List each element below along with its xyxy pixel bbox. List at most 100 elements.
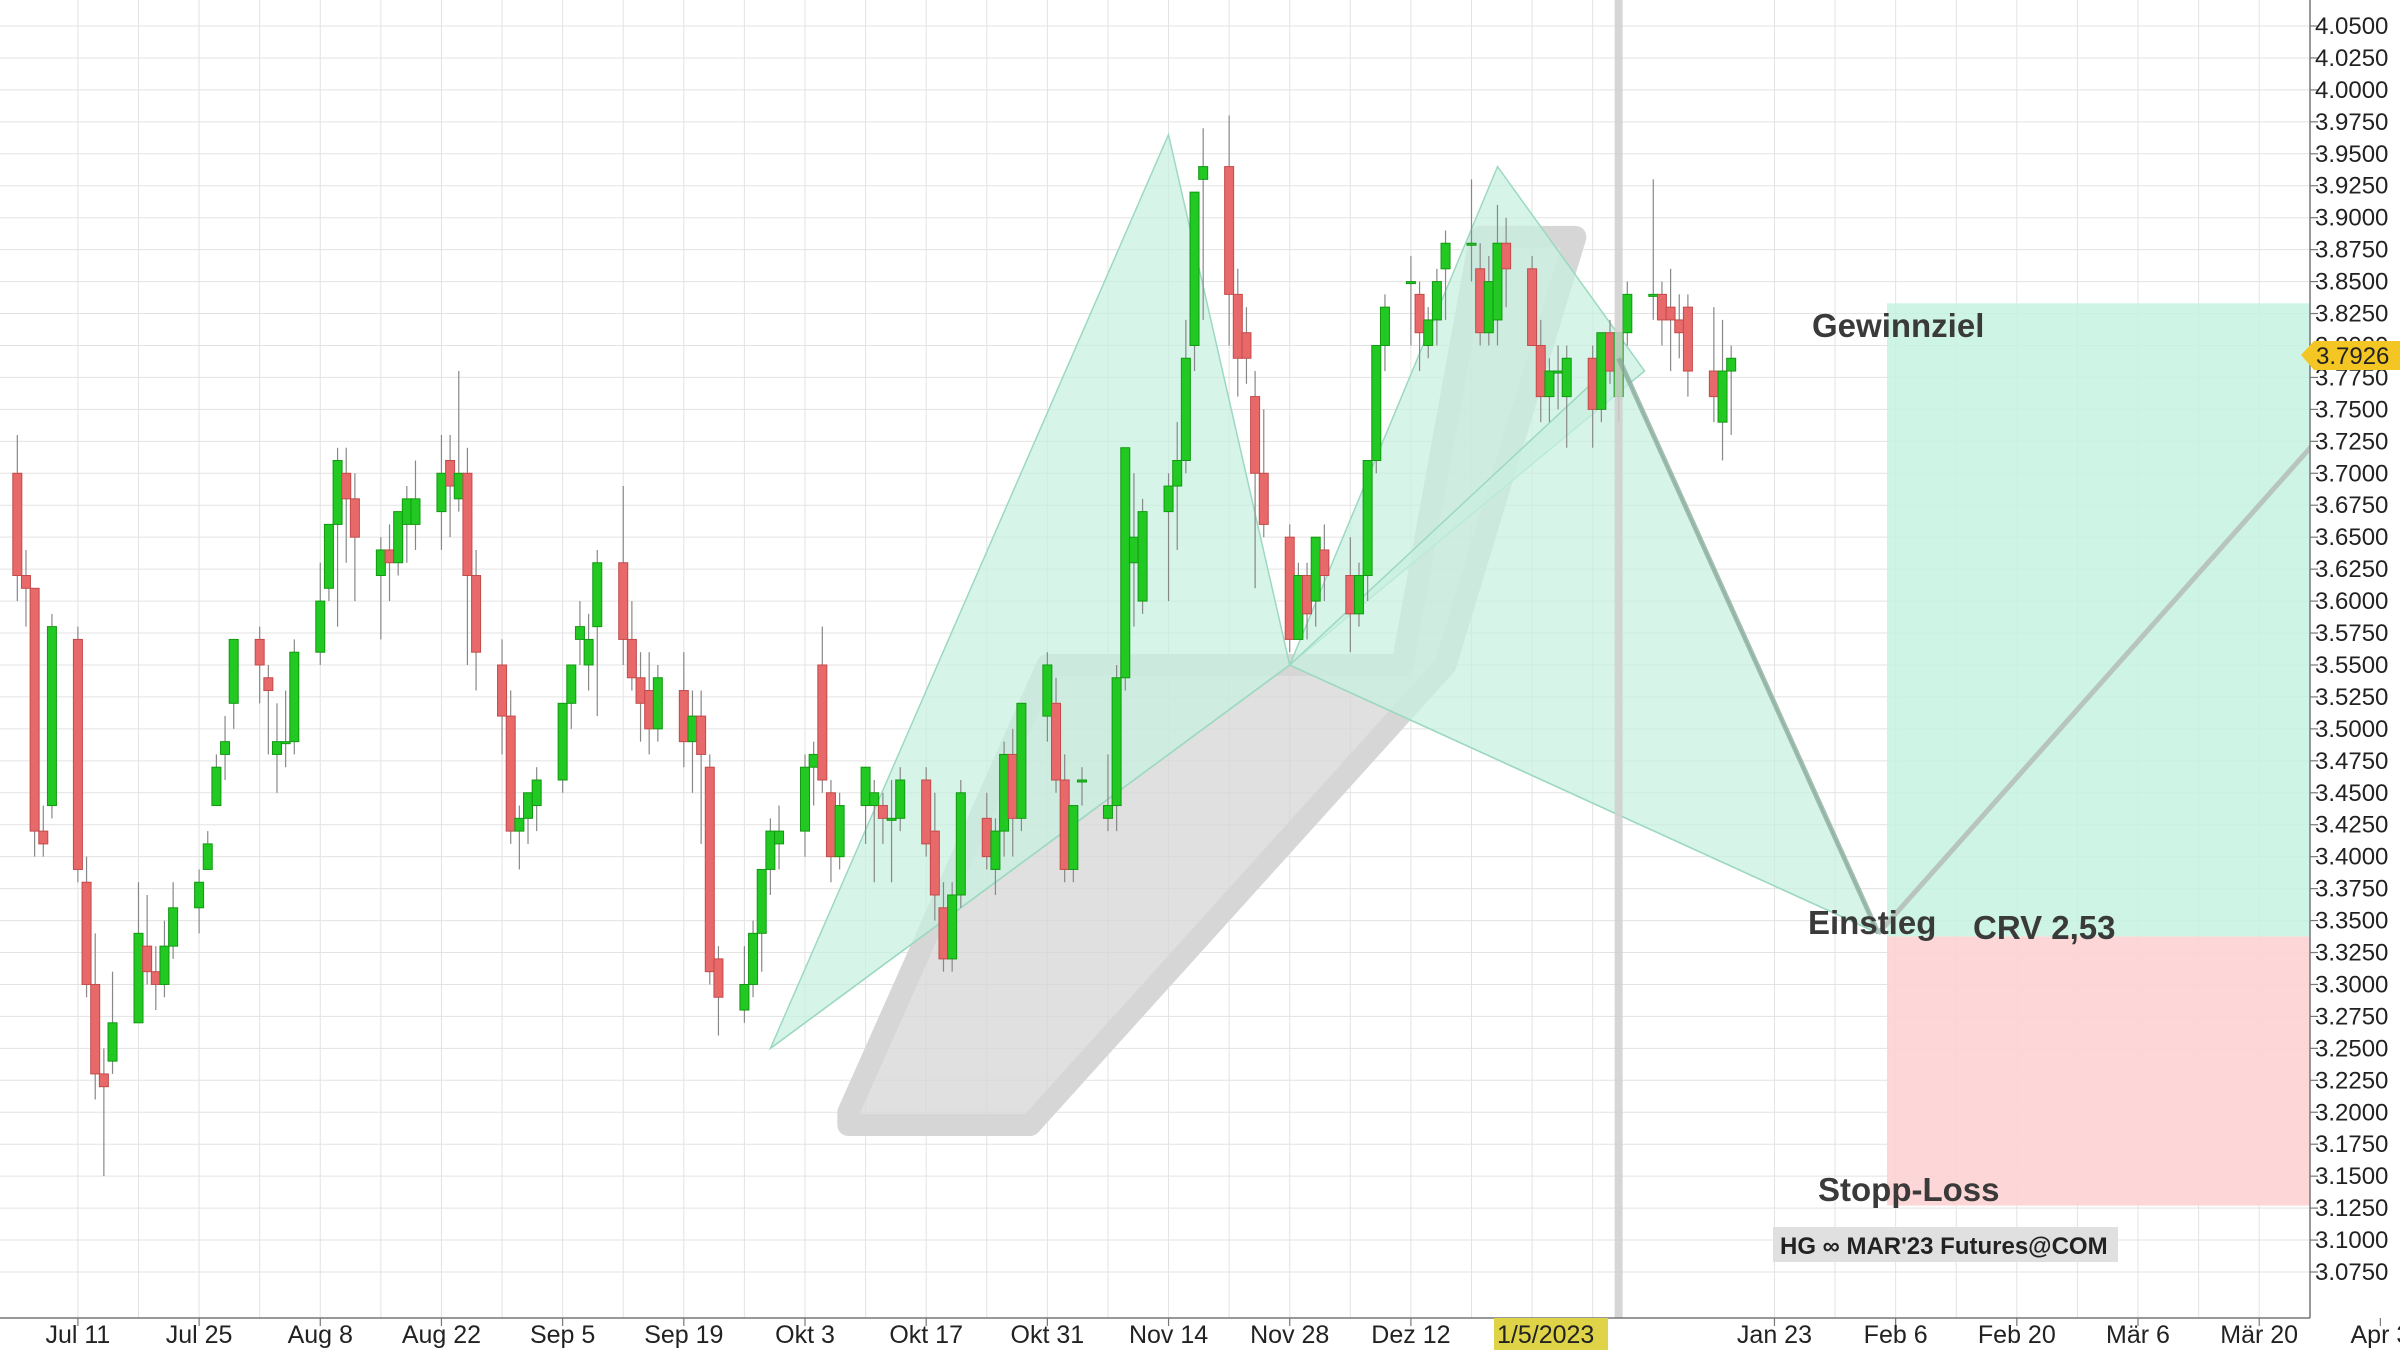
candle-body (1319, 549, 1330, 577)
candle-body (1596, 332, 1607, 410)
candle-up (375, 537, 386, 640)
candle-body (1726, 357, 1737, 372)
candle-up (1717, 319, 1728, 461)
candle-up (315, 562, 326, 665)
candle-body (81, 881, 92, 985)
candle-body (280, 741, 291, 745)
candle-body (1250, 396, 1261, 474)
candle-up (1042, 652, 1053, 742)
crv-label: CRV 2,53 (1973, 909, 2115, 946)
candle-down (626, 601, 637, 691)
candle-body (1656, 293, 1667, 321)
x-tick-label: Jul 11 (45, 1321, 110, 1349)
candle-body (860, 766, 871, 807)
candle-body (1648, 293, 1659, 297)
candle-up (1596, 332, 1607, 423)
candle-down (1232, 268, 1243, 397)
x-tick-label: Okt 17 (889, 1321, 963, 1349)
candle-up (1379, 294, 1390, 372)
candle-up (955, 779, 966, 908)
candle-body (774, 830, 785, 845)
candle-body (557, 702, 568, 781)
candle-up (990, 818, 1001, 896)
candle-body (1622, 293, 1633, 334)
candle-down (713, 946, 724, 1036)
x-tick-label: Okt 3 (775, 1321, 835, 1349)
candle-up (834, 792, 845, 870)
y-tick-label: 3.2500 (2315, 1035, 2388, 1062)
y-tick-label: 3.4750 (2315, 748, 2388, 775)
candle-down (929, 792, 940, 921)
y-tick-label: 3.8750 (2315, 237, 2388, 264)
candle-body (514, 817, 525, 832)
candle-body (895, 779, 906, 819)
candle-body (505, 715, 516, 832)
y-tick-label: 3.5500 (2315, 652, 2388, 679)
y-tick-label: 3.5000 (2315, 716, 2388, 743)
candle-down (20, 549, 31, 627)
candle-down (1250, 371, 1261, 589)
candle-down (618, 486, 629, 665)
candle-body (1682, 306, 1693, 372)
candle-up (220, 716, 231, 780)
candle-body (756, 868, 767, 934)
x-tick-label: Okt 31 (1011, 1321, 1085, 1349)
candle-up (1180, 319, 1191, 474)
candle-body (1059, 779, 1070, 870)
y-tick-label: 4.0000 (2315, 77, 2388, 104)
candle-up (800, 754, 810, 857)
candle-body (1042, 664, 1053, 717)
candle-body (644, 690, 655, 730)
candle-body (1051, 702, 1062, 781)
y-tick-label: 3.2000 (2315, 1099, 2388, 1126)
candle-body (748, 932, 759, 985)
candle-down (1258, 409, 1269, 538)
candle-down (1656, 281, 1667, 346)
candle-body (1605, 332, 1615, 372)
x-tick-label: Dez 12 (1371, 1321, 1450, 1349)
y-tick-label: 3.5750 (2315, 620, 2388, 647)
y-axis-bg (2310, 0, 2400, 1350)
candle-body (1128, 536, 1139, 564)
down-arrow (1616, 357, 1881, 935)
y-tick-label: 4.0250 (2315, 45, 2388, 72)
candle-body (990, 830, 1001, 870)
stopp-loss-label: Stopp-Loss (1818, 1171, 1999, 1208)
y-tick-label: 3.4250 (2315, 812, 2388, 839)
candle-down (1284, 524, 1295, 653)
candle-up (1423, 307, 1434, 359)
candle-down (635, 652, 646, 742)
x-tick-label: Jan 23 (1737, 1321, 1812, 1349)
current-date-label: 1/5/2023 (1497, 1321, 1594, 1349)
candle-body (1172, 460, 1183, 487)
candle-down (445, 434, 456, 538)
candle-up (194, 869, 205, 934)
candle-up (410, 460, 421, 550)
x-tick-label: Nov 14 (1129, 1321, 1208, 1349)
candle-up (748, 920, 759, 998)
candle-up (107, 971, 118, 1074)
candle-up (401, 486, 412, 563)
y-tick-label: 3.3750 (2315, 876, 2388, 903)
candle-body (1293, 575, 1304, 640)
candle-up (159, 920, 170, 998)
candle-body (323, 523, 334, 589)
candle-down (98, 1048, 109, 1177)
candle-body (1553, 370, 1564, 374)
candle-body (107, 1022, 118, 1062)
y-tick-label: 3.6500 (2315, 524, 2388, 551)
candle-body (635, 677, 646, 704)
candle-down (72, 626, 83, 883)
candle-body (713, 958, 724, 998)
candle-down (704, 754, 715, 985)
y-tick-label: 3.6750 (2315, 492, 2388, 519)
candle-body (29, 587, 40, 832)
candle-body (202, 843, 213, 870)
y-tick-label: 3.7500 (2315, 396, 2388, 423)
last-price-label: 3.7926 (2316, 343, 2389, 370)
candle-body (929, 830, 940, 896)
candle-body (947, 894, 958, 960)
candle-body (938, 907, 949, 960)
candle-body (90, 983, 101, 1075)
